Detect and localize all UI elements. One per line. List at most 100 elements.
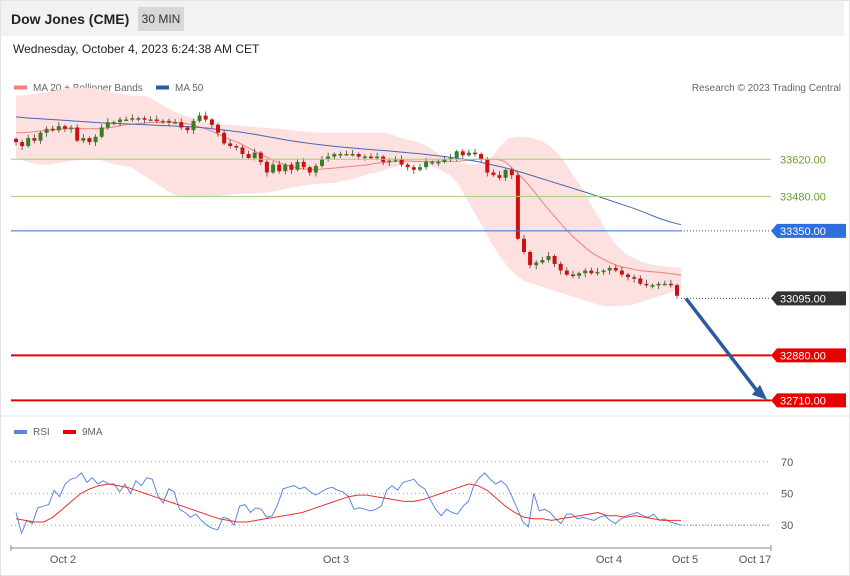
candle <box>503 168 508 182</box>
candle <box>44 126 49 137</box>
legend-swatch-ma20 <box>14 85 27 90</box>
candle <box>228 139 233 149</box>
instrument-title: Dow Jones (CME) <box>11 11 130 27</box>
level-resistance: 33480.00 <box>11 191 826 203</box>
candle <box>142 115 147 124</box>
candle <box>571 270 575 279</box>
level-pivot: 33350.00 <box>11 223 846 238</box>
candle <box>295 158 300 172</box>
candle <box>540 256 545 265</box>
candle <box>326 152 331 162</box>
candle <box>32 134 37 144</box>
level-label: 32880.00 <box>780 350 826 362</box>
rsi-tick-label: 30 <box>781 520 793 532</box>
candle <box>20 139 25 151</box>
candle <box>448 153 453 162</box>
candle <box>277 160 282 174</box>
candle <box>258 151 263 166</box>
candle <box>154 115 159 124</box>
candle <box>234 144 239 151</box>
candle <box>515 172 520 241</box>
candle <box>118 117 122 127</box>
candle <box>564 267 569 277</box>
candle <box>136 116 141 122</box>
candle <box>246 150 251 160</box>
candle <box>344 150 349 156</box>
candle <box>405 163 410 171</box>
candle <box>399 155 404 167</box>
candle <box>63 124 67 132</box>
candle <box>38 131 43 144</box>
candle <box>497 171 502 181</box>
candle <box>583 268 588 278</box>
candle <box>75 124 80 143</box>
candle <box>644 279 649 288</box>
candle <box>148 116 153 122</box>
candle <box>411 164 416 174</box>
candle <box>638 275 643 286</box>
candle <box>313 163 318 177</box>
forecast-arrow <box>684 297 767 400</box>
candle <box>650 283 655 289</box>
candle <box>675 283 679 299</box>
legend-swatch-rsi <box>14 430 27 434</box>
candle <box>632 274 637 283</box>
candle <box>130 114 135 122</box>
candle <box>491 169 496 177</box>
candle <box>197 112 202 123</box>
timeframe-button[interactable]: 30 MIN <box>138 7 184 31</box>
candle <box>558 261 563 275</box>
level-label: 33620.00 <box>780 154 826 166</box>
candle <box>99 124 104 139</box>
candle <box>14 137 18 146</box>
candle <box>534 260 539 270</box>
candle <box>528 250 533 269</box>
candle <box>111 120 116 126</box>
candle <box>209 117 214 129</box>
rsi-ma-line <box>15 483 681 523</box>
candle <box>332 152 337 160</box>
candle <box>522 234 526 255</box>
candle <box>179 118 184 130</box>
candle <box>417 164 422 172</box>
candle <box>626 272 630 281</box>
x-tick-label: Oct 3 <box>323 554 349 566</box>
candle <box>436 159 441 166</box>
candle <box>546 252 551 263</box>
candle <box>203 111 208 122</box>
candle <box>191 118 196 135</box>
level-label: 33095.00 <box>780 293 826 305</box>
candle <box>656 281 661 290</box>
x-tick-label: Oct 4 <box>596 554 622 566</box>
candle <box>81 134 86 144</box>
bollinger-band <box>16 87 681 307</box>
candle <box>552 254 557 268</box>
candle <box>601 268 606 276</box>
candle <box>26 134 31 148</box>
candle <box>222 129 227 145</box>
candle <box>424 157 429 170</box>
candle <box>577 271 582 280</box>
legend-rsi-ma: 9MA <box>82 427 103 438</box>
candle <box>485 156 490 177</box>
candle <box>173 119 178 124</box>
candle <box>264 159 269 177</box>
candle <box>607 265 612 275</box>
candle <box>320 156 324 168</box>
candle <box>240 144 245 158</box>
candle <box>350 150 355 157</box>
candle <box>430 160 435 166</box>
level-label: 33350.00 <box>780 226 826 238</box>
candle <box>338 151 343 158</box>
candle <box>69 125 74 133</box>
candle <box>252 148 257 161</box>
candle <box>479 152 484 163</box>
candle <box>167 118 171 127</box>
x-tick-label: Oct 5 <box>672 554 698 566</box>
timestamp: Wednesday, October 4, 2023 6:24:38 AM CE… <box>13 42 260 56</box>
candle <box>301 157 306 170</box>
candle <box>216 122 220 137</box>
level-support: 32880.00 <box>11 348 846 362</box>
